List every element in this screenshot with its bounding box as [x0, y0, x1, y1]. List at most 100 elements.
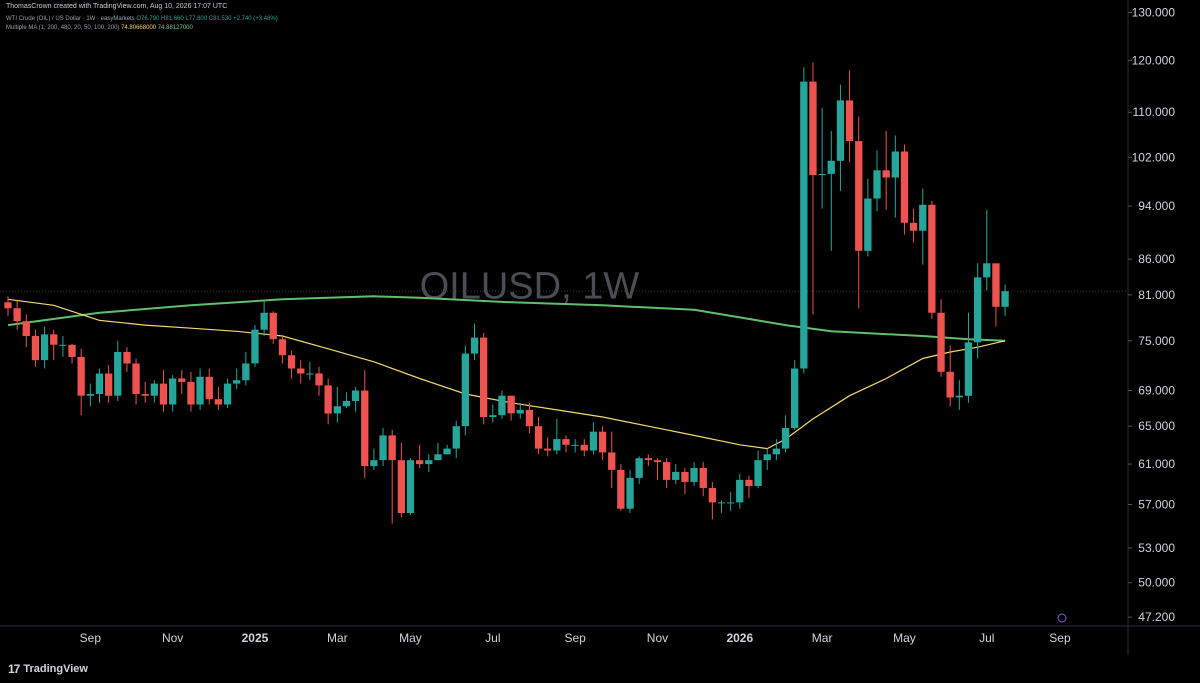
candle-body	[727, 502, 735, 504]
candle-body	[635, 458, 643, 478]
x-tick-label: May	[893, 631, 916, 645]
candle-body	[745, 479, 753, 486]
candle-body	[324, 385, 332, 414]
y-tick-label: 75.000	[1138, 334, 1175, 348]
x-tick-label: Mar	[327, 631, 348, 645]
tradingview-brand[interactable]: 17 TradingView	[8, 662, 88, 676]
candle-body	[891, 151, 899, 178]
candle-body	[946, 371, 954, 398]
x-tick-label: May	[399, 631, 422, 645]
candle-body	[361, 390, 369, 466]
candle-body	[617, 469, 625, 509]
candle-body	[498, 395, 506, 416]
candle-body	[928, 204, 936, 313]
candle-body	[178, 378, 186, 382]
candle-body	[416, 460, 424, 465]
price-chart[interactable]: OILUSD, 1W 130.000 120.000 110.000 102.000 94…	[0, 0, 1200, 655]
candle-body	[845, 100, 854, 142]
candle-body	[150, 383, 158, 396]
candle-body	[470, 337, 479, 354]
symbol-legend: WTI Crude (OIL) / US Dollar · 1W · easyM…	[6, 16, 278, 22]
candle-body	[809, 81, 817, 176]
candle-body	[873, 170, 881, 199]
candle-body	[351, 390, 360, 401]
tradingview-logo-icon: 17	[8, 662, 20, 676]
y-tick-label: 47.200	[1138, 610, 1175, 624]
candle-body	[663, 462, 671, 480]
candle-body	[223, 383, 232, 405]
candle-body	[379, 435, 387, 461]
x-tick-label: Mar	[812, 631, 833, 645]
ma-label: Multiple MA (1, 200, 480, 20, 50, 100, 2…	[6, 25, 120, 31]
candle-body	[864, 198, 872, 251]
candle-body	[260, 312, 268, 330]
candle-body	[22, 321, 30, 336]
x-tick-label: Sep	[1049, 631, 1071, 645]
candle-body	[86, 394, 94, 396]
y-tick-label: 130.000	[1132, 6, 1176, 20]
candle-body	[187, 381, 195, 405]
y-tick-label: 50.000	[1138, 576, 1175, 590]
candle-body	[690, 468, 698, 482]
candle-body	[699, 468, 707, 488]
candle-body	[242, 363, 250, 381]
candle-body	[68, 344, 76, 357]
candle-body	[315, 373, 323, 386]
candle-body	[644, 458, 652, 461]
candle-body	[525, 409, 534, 427]
candle-body	[59, 344, 67, 346]
x-tick-label: Sep	[80, 631, 102, 645]
candle-body	[443, 448, 451, 455]
candle-body	[964, 342, 973, 396]
candle-body	[214, 399, 222, 405]
candle-body	[516, 409, 524, 414]
y-tick-label: 86.000	[1138, 252, 1175, 266]
candle-body	[855, 141, 863, 251]
candle-body	[480, 337, 488, 417]
candle-body	[333, 406, 341, 414]
candle-body	[77, 356, 85, 396]
y-tick-label: 81.000	[1138, 288, 1175, 302]
footer-bar: 17 TradingView	[0, 655, 1200, 683]
candle-body	[717, 502, 726, 504]
candle-body	[672, 471, 680, 480]
candle-body	[827, 160, 835, 174]
candle-body	[772, 448, 780, 455]
symbol-line: WTI Crude (OIL) / US Dollar · 1W · easyM…	[6, 16, 135, 22]
candle-body	[781, 428, 790, 449]
candle-body	[900, 151, 909, 223]
y-tick-label: 61.000	[1138, 457, 1175, 471]
y-tick-label: 120.000	[1132, 53, 1176, 67]
brand-label: TradingView	[23, 663, 88, 675]
candle-body	[452, 426, 460, 449]
x-tick-label: 2026	[726, 631, 753, 645]
candle-body	[169, 378, 177, 405]
candle-body	[534, 426, 543, 449]
candle-body	[754, 460, 762, 486]
candle-body	[132, 363, 140, 394]
candle-body	[278, 339, 287, 356]
event-marker-icon	[1057, 613, 1067, 623]
candle-body	[388, 435, 396, 461]
candle-body	[937, 312, 945, 372]
candle-body	[434, 454, 442, 461]
x-tick-label: Nov	[647, 631, 668, 645]
candle-body	[800, 81, 808, 369]
candle-body	[626, 477, 634, 509]
candle-body	[983, 263, 991, 278]
candle-body	[370, 460, 378, 467]
candle-body	[141, 394, 149, 396]
chart-watermark: OILUSD, 1W	[420, 266, 640, 308]
candle-body	[105, 373, 113, 396]
ma-value-a: 74.80668000	[121, 25, 157, 31]
y-tick-label: 69.000	[1138, 384, 1175, 398]
candle-body	[31, 336, 40, 361]
candle-body	[269, 312, 277, 340]
candle-body	[919, 204, 927, 231]
candle-body	[123, 352, 131, 364]
candle-body	[909, 222, 918, 231]
candle-body	[974, 277, 982, 343]
candle-body	[598, 431, 607, 453]
candle-body	[251, 329, 259, 364]
y-tick-label: 94.000	[1138, 199, 1175, 213]
